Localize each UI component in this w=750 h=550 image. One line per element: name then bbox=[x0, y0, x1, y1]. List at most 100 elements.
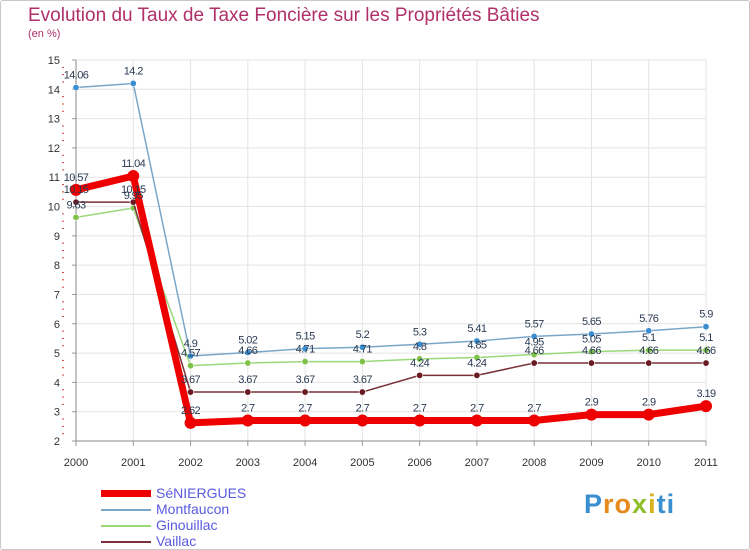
data-point bbox=[473, 353, 481, 361]
data-label: 5.65 bbox=[582, 316, 601, 328]
series-line bbox=[75, 82, 707, 357]
data-point bbox=[301, 345, 309, 353]
data-point bbox=[184, 416, 197, 429]
data-label: 10.15 bbox=[64, 184, 89, 196]
data-point bbox=[127, 170, 140, 183]
data-label: 5.76 bbox=[639, 313, 658, 325]
data-label: 14.06 bbox=[64, 70, 89, 82]
logo-letter: P bbox=[584, 489, 604, 519]
data-label: 4.66 bbox=[525, 345, 544, 357]
legend-swatch bbox=[101, 509, 151, 511]
data-point bbox=[470, 414, 483, 427]
series-line bbox=[75, 172, 707, 427]
data-label: 3.67 bbox=[238, 374, 257, 386]
data-label: 3.19 bbox=[696, 388, 715, 400]
data-label: 2.7 bbox=[413, 402, 427, 414]
data-point bbox=[244, 348, 252, 356]
line-chart: 2 3 4 5 6 7 8 9 10 11 12 13 14 15 2000 2001 2002 2003 2004… bbox=[48, 55, 718, 469]
logo-letter: x bbox=[632, 489, 649, 519]
data-label: 4.57 bbox=[181, 348, 200, 360]
data-label: 5.05 bbox=[582, 334, 601, 346]
y-tick-label: 4 bbox=[54, 377, 60, 389]
data-point bbox=[72, 198, 80, 206]
data-point bbox=[358, 358, 366, 366]
data-label: 9.95 bbox=[124, 190, 143, 202]
data-label: 4.66 bbox=[582, 345, 601, 357]
data-label: 5.2 bbox=[356, 329, 370, 341]
data-point bbox=[187, 388, 195, 396]
data-label: 4.66 bbox=[639, 345, 658, 357]
y-tick-label: 13 bbox=[48, 114, 60, 126]
data-point bbox=[530, 332, 538, 340]
legend-label: SéNIERGUES bbox=[156, 485, 247, 501]
y-tick-label: 9 bbox=[54, 231, 60, 243]
data-label: 4.24 bbox=[467, 357, 486, 369]
logo-letter: o bbox=[614, 489, 633, 519]
data-label: 5.57 bbox=[525, 318, 544, 330]
data-point bbox=[129, 79, 137, 87]
x-tick-label: 2004 bbox=[293, 457, 317, 469]
data-point bbox=[473, 371, 481, 379]
data-point bbox=[241, 414, 254, 427]
chart-subtitle: (en %) bbox=[28, 28, 61, 40]
x-tick-label: 2003 bbox=[236, 457, 260, 469]
series-vaillac bbox=[72, 198, 710, 396]
x-tick-label: 2008 bbox=[522, 457, 546, 469]
data-point bbox=[702, 323, 710, 331]
y-tick-label: 3 bbox=[54, 407, 60, 419]
data-label: 4.8 bbox=[413, 341, 427, 353]
series-séniergues bbox=[70, 170, 712, 429]
data-point bbox=[585, 408, 598, 421]
data-label: 2.7 bbox=[356, 402, 370, 414]
x-tick-label: 2000 bbox=[64, 457, 88, 469]
series-line bbox=[76, 201, 706, 393]
data-label: 4.24 bbox=[410, 357, 429, 369]
data-point bbox=[299, 414, 312, 427]
data-label: 11.04 bbox=[121, 158, 145, 170]
data-label: 14.2 bbox=[124, 65, 143, 77]
y-tick-label: 2 bbox=[54, 436, 60, 448]
data-label: 4.71 bbox=[296, 344, 315, 356]
x-tick-label: 2002 bbox=[178, 457, 202, 469]
x-tick-label: 2009 bbox=[579, 457, 603, 469]
data-label: 5.02 bbox=[238, 334, 257, 346]
data-label: 4.66 bbox=[238, 345, 257, 357]
x-tick-label: 2001 bbox=[121, 457, 145, 469]
data-point bbox=[301, 388, 309, 396]
data-point bbox=[528, 414, 541, 427]
data-point bbox=[416, 371, 424, 379]
data-point bbox=[413, 414, 426, 427]
y-tick-label: 7 bbox=[54, 289, 60, 301]
data-point bbox=[645, 346, 653, 354]
series-ginouillac bbox=[72, 204, 710, 370]
legend-swatch bbox=[101, 541, 151, 543]
legend-label: Montfaucon bbox=[156, 501, 230, 517]
data-point bbox=[70, 183, 82, 196]
data-label: 2.7 bbox=[298, 402, 312, 414]
data-point bbox=[473, 337, 481, 345]
data-point bbox=[645, 327, 653, 335]
data-label: 2.9 bbox=[642, 397, 656, 409]
logo-letter: r bbox=[603, 489, 615, 519]
data-label: 2.7 bbox=[527, 402, 541, 414]
data-label: 4.66 bbox=[696, 345, 715, 357]
y-tick-label: 5 bbox=[54, 348, 60, 360]
data-label: 2.62 bbox=[181, 405, 200, 417]
data-label: 5.15 bbox=[296, 331, 315, 343]
x-tick-label: 2005 bbox=[350, 457, 374, 469]
x-tick-label: 2011 bbox=[694, 457, 718, 469]
data-point bbox=[642, 408, 655, 421]
chart-title: Evolution du Taux de Taxe Foncière sur l… bbox=[28, 5, 540, 26]
data-label: 5.1 bbox=[642, 332, 656, 344]
series-line bbox=[75, 207, 706, 367]
data-label: 4.95 bbox=[525, 337, 544, 349]
data-point bbox=[700, 400, 712, 413]
data-label: 2.7 bbox=[470, 402, 484, 414]
data-point bbox=[244, 359, 252, 367]
x-tick-label: 2006 bbox=[407, 457, 431, 469]
data-point bbox=[244, 388, 252, 396]
data-point bbox=[587, 359, 595, 367]
data-label: 4.9 bbox=[184, 338, 198, 350]
y-tick-label: 8 bbox=[54, 260, 60, 272]
